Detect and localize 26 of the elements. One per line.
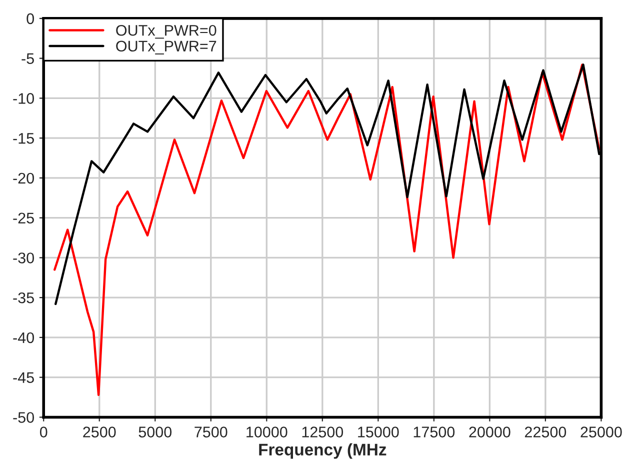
x-tick-label: 5000 xyxy=(138,426,172,438)
y-tick-label: -25 xyxy=(13,212,34,224)
legend-label: OUTx_PWR=0 xyxy=(116,24,216,39)
x-tick-label: 2500 xyxy=(83,426,116,438)
y-tick-label: -20 xyxy=(13,172,34,184)
x-tick-label: 12500 xyxy=(302,426,344,438)
y-tick-label: -40 xyxy=(13,332,34,344)
x-tick-label: 17500 xyxy=(414,426,455,438)
y-tick-label: -15 xyxy=(13,133,34,144)
y-tick-label: -50 xyxy=(13,412,34,423)
x-tick-label: 15000 xyxy=(358,426,399,438)
y-tick-label: -30 xyxy=(13,252,34,264)
y-tick-label: 0 xyxy=(26,13,34,24)
x-axis-title: Frequency (MHz xyxy=(259,443,386,459)
y-tick-label: -45 xyxy=(13,372,34,384)
legend-label: OUTx_PWR=7 xyxy=(116,40,216,54)
line-series xyxy=(53,64,600,396)
y-tick-label: -35 xyxy=(13,292,34,304)
x-tick-label: 0 xyxy=(40,426,48,438)
y-tick-label: -5 xyxy=(22,53,34,64)
x-tick-label: 7500 xyxy=(194,426,228,438)
y-tick-label: -10 xyxy=(13,93,34,104)
x-tick-label: 25000 xyxy=(580,426,622,438)
x-tick-label: 20000 xyxy=(469,426,510,438)
x-tick-label: 10000 xyxy=(246,426,288,438)
x-tick-label: 22500 xyxy=(524,426,566,438)
